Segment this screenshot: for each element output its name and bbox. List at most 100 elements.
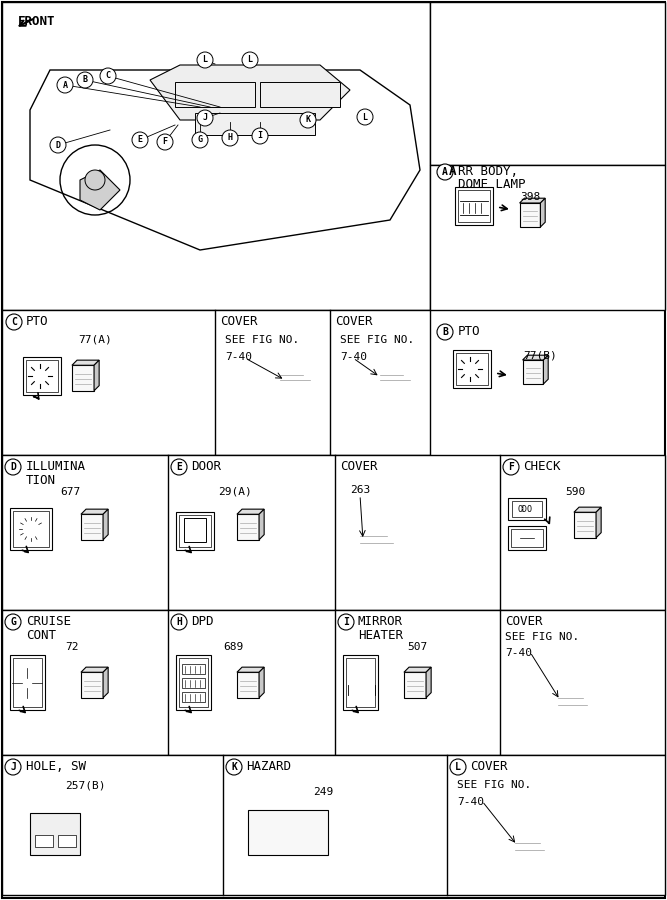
Bar (72, 365, 94, 391)
Text: K: K (231, 762, 237, 772)
Polygon shape (80, 803, 90, 855)
Bar (2, 310, 430, 455)
Text: I: I (343, 617, 349, 627)
Text: B: B (442, 327, 448, 337)
Text: SEE FIG NO.: SEE FIG NO. (457, 780, 531, 790)
Polygon shape (30, 70, 420, 250)
Text: DOME LAMP: DOME LAMP (458, 178, 526, 191)
Text: L: L (362, 112, 368, 122)
Polygon shape (555, 692, 600, 710)
Circle shape (252, 128, 268, 144)
Polygon shape (275, 370, 320, 385)
Text: H: H (227, 133, 233, 142)
Bar (175, 82, 255, 107)
Bar (237, 514, 259, 540)
Text: 507: 507 (407, 642, 428, 652)
Circle shape (197, 110, 213, 126)
Circle shape (57, 77, 73, 93)
Polygon shape (103, 667, 108, 698)
Bar (182, 678, 205, 688)
Circle shape (5, 614, 21, 630)
Text: COVER: COVER (335, 315, 372, 328)
Circle shape (437, 164, 453, 180)
Text: J: J (203, 113, 207, 122)
Polygon shape (555, 685, 593, 692)
Text: CHECK: CHECK (523, 460, 560, 473)
Bar (343, 655, 378, 710)
Polygon shape (404, 667, 431, 672)
Bar (81, 514, 103, 540)
Circle shape (338, 614, 354, 630)
Text: D: D (10, 462, 16, 472)
Bar (430, 2, 665, 165)
Circle shape (5, 459, 21, 475)
Text: DOOR: DOOR (191, 460, 221, 473)
Text: CRUISE: CRUISE (26, 615, 71, 628)
Bar (81, 672, 103, 698)
Text: I: I (257, 131, 263, 140)
Bar (260, 82, 340, 107)
Text: 29(A): 29(A) (218, 487, 251, 497)
Polygon shape (237, 509, 264, 514)
Bar (574, 512, 596, 537)
Bar (512, 501, 542, 517)
Bar (13, 511, 49, 547)
Text: 249: 249 (313, 787, 334, 797)
Circle shape (257, 844, 259, 846)
Bar (30, 813, 80, 855)
Circle shape (132, 132, 148, 148)
Circle shape (50, 137, 66, 153)
Polygon shape (405, 363, 428, 370)
Text: L: L (247, 56, 253, 65)
Bar (2, 455, 665, 610)
Bar (508, 498, 546, 520)
Bar (176, 655, 211, 710)
Text: 77(B): 77(B) (523, 350, 557, 360)
Bar (10, 508, 52, 550)
Text: 689: 689 (223, 642, 243, 652)
Bar (430, 165, 665, 310)
Text: HEATER: HEATER (358, 629, 403, 642)
Circle shape (267, 844, 269, 846)
Circle shape (222, 130, 238, 146)
Polygon shape (540, 198, 545, 227)
Text: F: F (163, 138, 167, 147)
Text: TION: TION (26, 474, 56, 487)
Bar (179, 515, 211, 547)
Bar (458, 190, 490, 222)
Circle shape (437, 324, 453, 340)
Text: C: C (11, 317, 17, 327)
Text: H: H (176, 617, 182, 627)
Polygon shape (544, 356, 548, 384)
Text: RR BODY,: RR BODY, (458, 165, 518, 178)
Text: 398: 398 (520, 192, 540, 202)
Circle shape (303, 828, 313, 838)
Bar (508, 526, 546, 550)
Text: HAZARD: HAZARD (246, 760, 291, 773)
Circle shape (450, 759, 466, 775)
Text: B: B (83, 76, 87, 85)
Text: E: E (137, 136, 143, 145)
Bar (456, 353, 488, 385)
Text: 257(B): 257(B) (65, 780, 105, 790)
Text: G: G (197, 136, 203, 145)
Text: K: K (305, 115, 311, 124)
Polygon shape (259, 509, 264, 540)
Bar (455, 187, 493, 225)
Text: PTO: PTO (458, 325, 480, 338)
Bar (404, 672, 426, 698)
Circle shape (226, 759, 242, 775)
Circle shape (252, 849, 254, 851)
Text: CONT: CONT (26, 629, 56, 642)
Polygon shape (94, 360, 99, 391)
Bar (520, 203, 540, 227)
Bar (248, 810, 328, 855)
Text: SEE FIG NO.: SEE FIG NO. (505, 632, 579, 642)
Text: COVER: COVER (505, 615, 542, 628)
Text: E: E (176, 462, 182, 472)
Polygon shape (305, 363, 328, 370)
Circle shape (262, 849, 264, 851)
Text: L: L (203, 56, 207, 65)
Text: 77(A): 77(A) (78, 335, 112, 345)
Polygon shape (81, 667, 108, 672)
